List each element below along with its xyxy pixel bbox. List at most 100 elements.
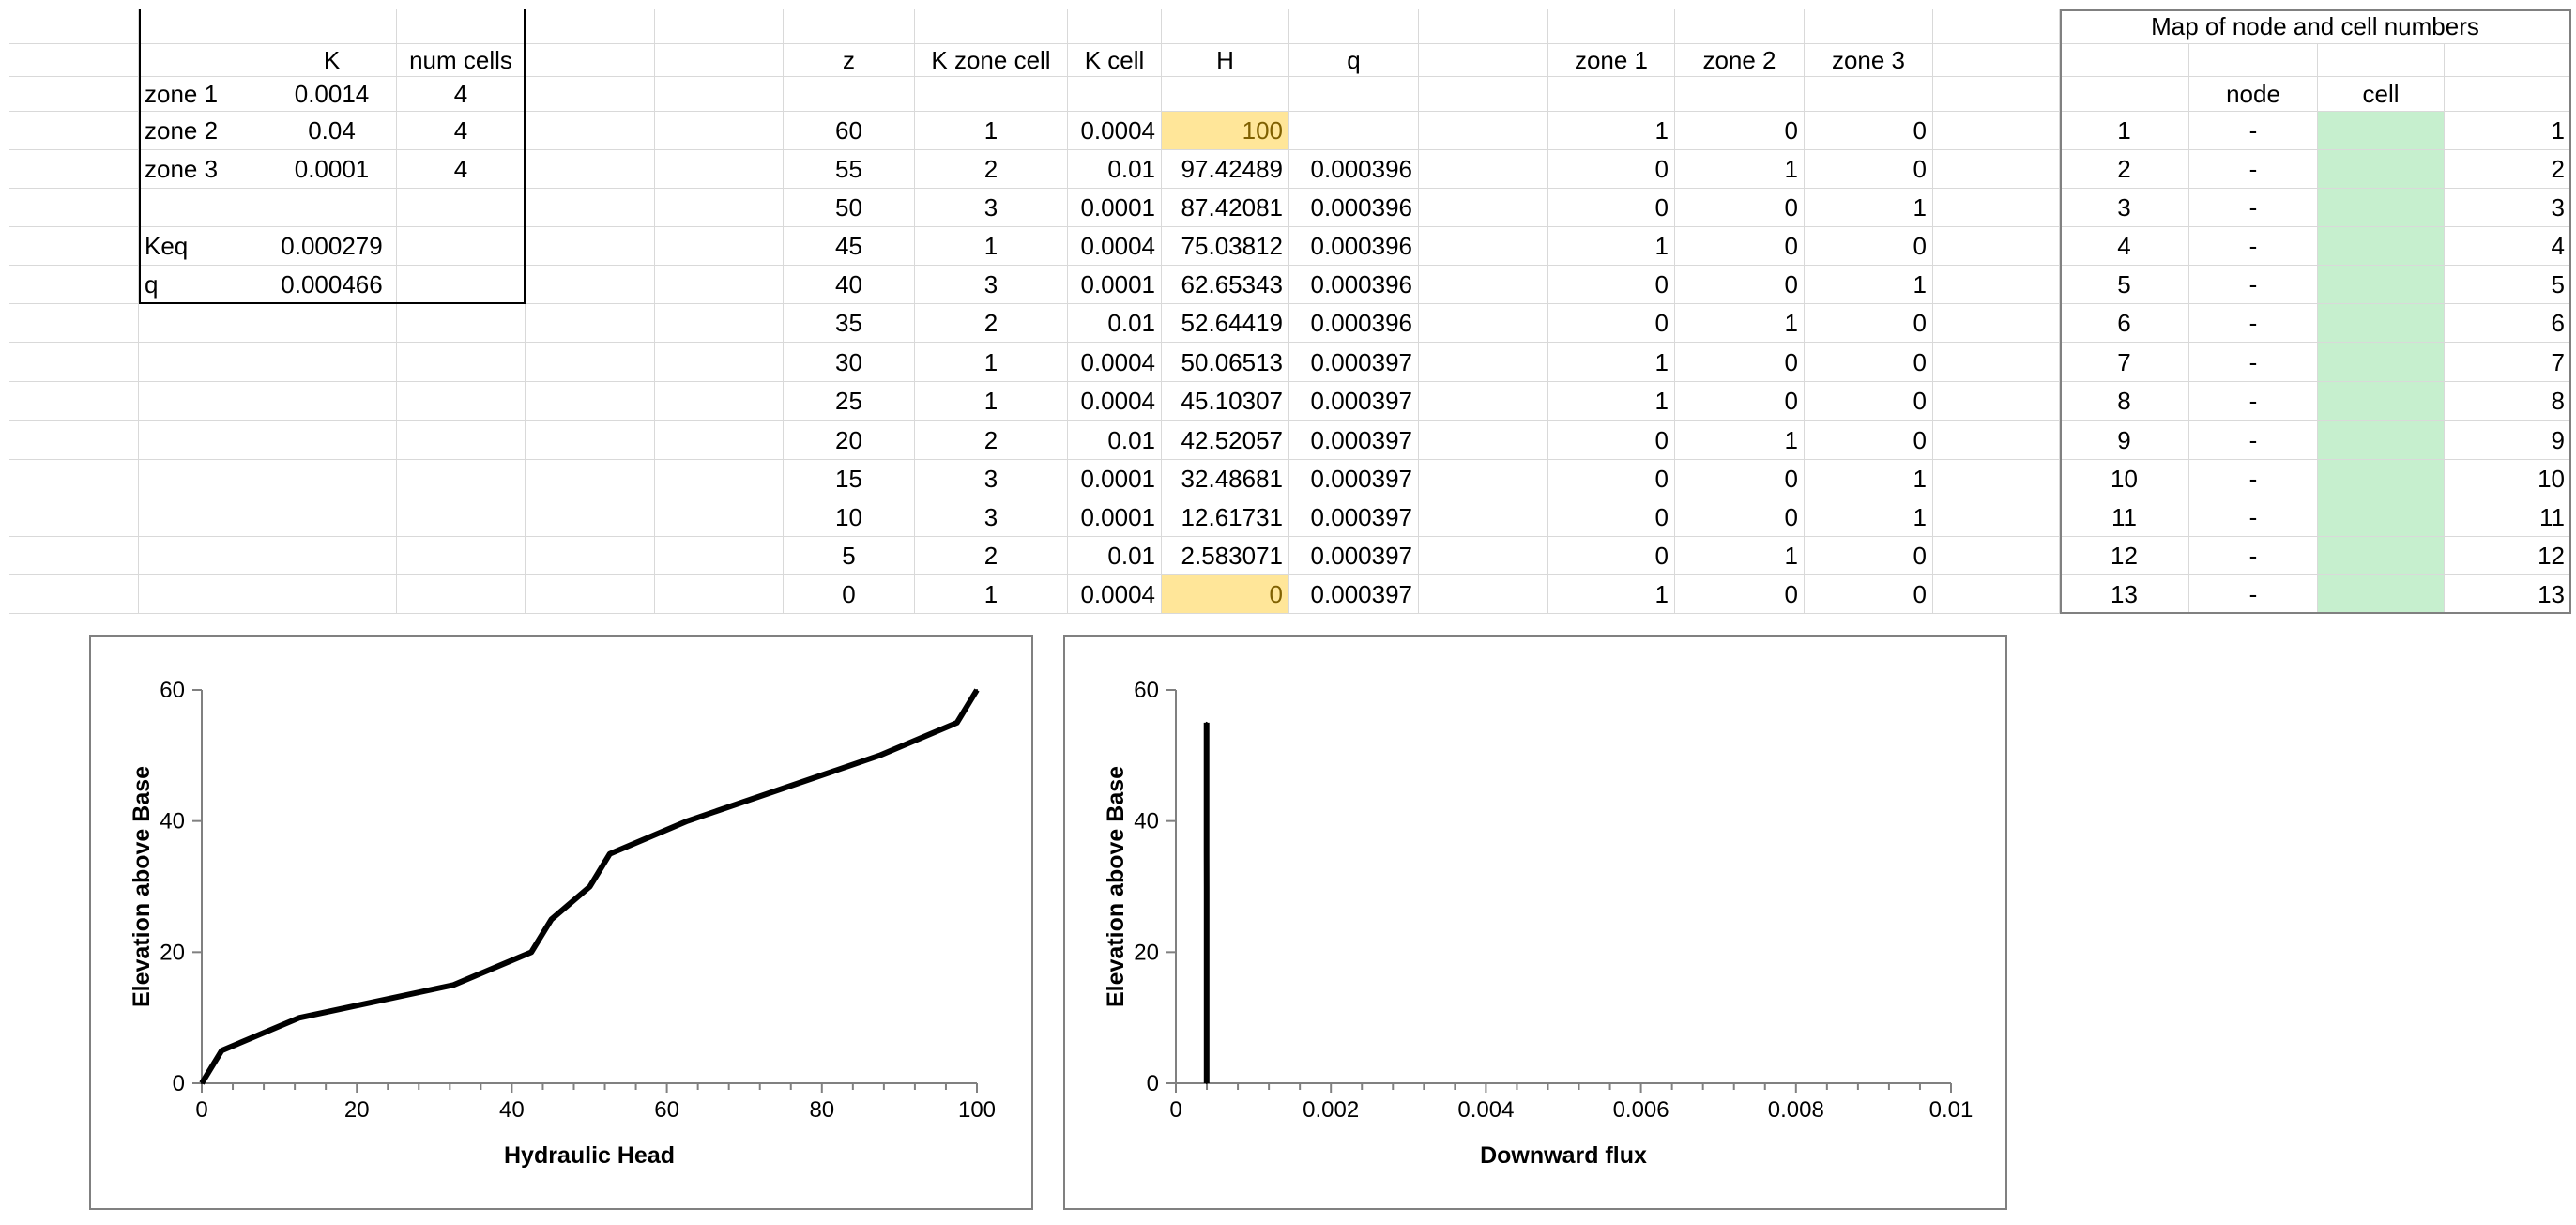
map-node-number[interactable]: 5 <box>2060 266 2189 304</box>
empty-cell[interactable] <box>1289 77 1419 112</box>
main-table-cell[interactable]: 0 <box>1805 537 1933 575</box>
map-node-number[interactable]: 8 <box>2060 382 2189 421</box>
main-table-cell[interactable]: 0.0001 <box>1068 189 1162 227</box>
main-table-cell[interactable]: 2 <box>915 304 1068 343</box>
empty-cell[interactable] <box>397 9 526 44</box>
empty-cell[interactable] <box>397 537 526 575</box>
empty-cell[interactable] <box>784 77 915 112</box>
empty-cell[interactable] <box>1933 575 2060 614</box>
main-table-cell[interactable]: 55 <box>784 150 915 189</box>
keq-label[interactable]: Keq <box>139 227 267 266</box>
main-header[interactable]: q <box>1289 44 1419 77</box>
map-dash[interactable]: - <box>2189 189 2318 227</box>
empty-cell[interactable] <box>655 189 784 227</box>
main-table-cell[interactable]: 0 <box>1675 189 1805 227</box>
empty-cell[interactable] <box>655 44 784 77</box>
q-value[interactable]: 0.000466 <box>267 266 397 304</box>
main-table-cell[interactable]: 30 <box>784 343 915 382</box>
empty-cell[interactable] <box>915 9 1068 44</box>
main-table-cell[interactable]: 0.000396 <box>1289 266 1419 304</box>
main-table-cell[interactable]: 1 <box>1548 227 1675 266</box>
empty-cell[interactable] <box>655 421 784 460</box>
empty-cell[interactable] <box>267 9 397 44</box>
map-cell-swatch[interactable] <box>2318 304 2445 343</box>
map-cell-number[interactable]: 13 <box>2445 575 2571 614</box>
main-table-cell[interactable]: 2 <box>915 421 1068 460</box>
empty-cell[interactable] <box>526 266 655 304</box>
main-table-cell[interactable]: 0 <box>1805 382 1933 421</box>
map-dash[interactable]: - <box>2189 382 2318 421</box>
empty-cell[interactable] <box>526 498 655 537</box>
empty-cell[interactable] <box>9 575 139 614</box>
map-node-number[interactable]: 12 <box>2060 537 2189 575</box>
empty-cell[interactable] <box>397 575 526 614</box>
main-table-cell[interactable]: 0.000396 <box>1289 189 1419 227</box>
map-cell-swatch[interactable] <box>2318 460 2445 498</box>
main-table-cell[interactable]: 1 <box>915 575 1068 614</box>
empty-cell[interactable] <box>1419 575 1548 614</box>
fixed-head-cell[interactable]: 100 <box>1162 112 1289 150</box>
map-node-number[interactable]: 11 <box>2060 498 2189 537</box>
empty-cell[interactable] <box>267 460 397 498</box>
empty-cell[interactable] <box>397 227 526 266</box>
main-table-cell[interactable]: 0 <box>1675 382 1805 421</box>
zone-k-value[interactable]: 0.0001 <box>267 150 397 189</box>
empty-cell[interactable] <box>139 382 267 421</box>
main-table-cell[interactable]: 50.06513 <box>1162 343 1289 382</box>
empty-cell[interactable] <box>139 9 267 44</box>
empty-cell[interactable] <box>397 304 526 343</box>
map-cell-number[interactable]: 9 <box>2445 421 2571 460</box>
zone-label[interactable]: zone 1 <box>139 77 267 112</box>
main-table-cell[interactable]: 1 <box>915 382 1068 421</box>
head-chart[interactable]: 0 20 40 60 80 100 0 20 40 60 Hydraulic Head Elevati… <box>89 635 1033 1210</box>
main-table-cell[interactable]: 1 <box>1805 498 1933 537</box>
main-table-cell[interactable] <box>1289 112 1419 150</box>
empty-cell[interactable] <box>526 189 655 227</box>
map-cell-swatch[interactable] <box>2318 112 2445 150</box>
main-table-cell[interactable]: 0 <box>1675 227 1805 266</box>
main-table-cell[interactable]: 2.583071 <box>1162 537 1289 575</box>
main-table-cell[interactable]: 1 <box>1548 112 1675 150</box>
map-cell-number[interactable]: 2 <box>2445 150 2571 189</box>
map-dash[interactable]: - <box>2189 150 2318 189</box>
empty-cell[interactable] <box>526 150 655 189</box>
empty-cell[interactable] <box>526 343 655 382</box>
empty-cell[interactable] <box>397 421 526 460</box>
fixed-head-cell[interactable]: 0 <box>1162 575 1289 614</box>
main-table-cell[interactable]: 0 <box>1675 575 1805 614</box>
map-cell-swatch[interactable] <box>2318 343 2445 382</box>
empty-cell[interactable] <box>1419 266 1548 304</box>
empty-cell[interactable] <box>139 304 267 343</box>
empty-cell[interactable] <box>1548 77 1675 112</box>
map-node-number[interactable]: 7 <box>2060 343 2189 382</box>
empty-cell[interactable] <box>1419 9 1548 44</box>
main-table-cell[interactable]: 0 <box>1548 421 1675 460</box>
main-table-cell[interactable]: 40 <box>784 266 915 304</box>
main-table-cell[interactable]: 15 <box>784 460 915 498</box>
empty-cell[interactable] <box>139 537 267 575</box>
empty-cell[interactable] <box>1419 382 1548 421</box>
main-table-cell[interactable]: 0.0001 <box>1068 460 1162 498</box>
empty-cell[interactable] <box>526 227 655 266</box>
empty-cell[interactable] <box>1419 77 1548 112</box>
main-table-cell[interactable]: 0.0004 <box>1068 575 1162 614</box>
empty-cell[interactable] <box>9 77 139 112</box>
empty-cell[interactable] <box>1548 9 1675 44</box>
map-cell-swatch[interactable] <box>2318 227 2445 266</box>
empty-cell[interactable] <box>9 266 139 304</box>
main-table-cell[interactable]: 0 <box>1675 460 1805 498</box>
main-table-cell[interactable]: 10 <box>784 498 915 537</box>
main-table-cell[interactable]: 0.0004 <box>1068 382 1162 421</box>
main-header[interactable]: H <box>1162 44 1289 77</box>
empty-cell[interactable] <box>1419 227 1548 266</box>
empty-cell[interactable] <box>1419 460 1548 498</box>
main-table-cell[interactable]: 0.000397 <box>1289 382 1419 421</box>
main-table-cell[interactable]: 3 <box>915 498 1068 537</box>
empty-cell[interactable] <box>1933 150 2060 189</box>
empty-cell[interactable] <box>2060 77 2189 112</box>
header-k[interactable]: K <box>267 44 397 77</box>
map-cell-number[interactable]: 10 <box>2445 460 2571 498</box>
empty-cell[interactable] <box>655 266 784 304</box>
empty-cell[interactable] <box>397 266 526 304</box>
empty-cell[interactable] <box>1805 77 1933 112</box>
